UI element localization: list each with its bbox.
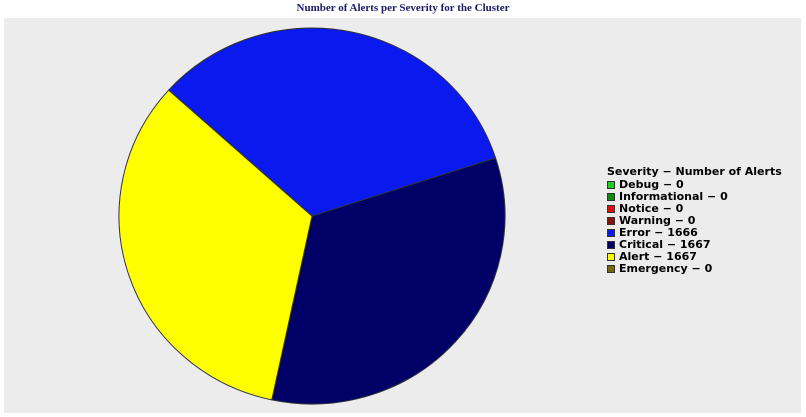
legend-item-error: Error − 1666	[607, 227, 782, 239]
legend-item-notice: Notice − 0	[607, 203, 782, 215]
legend-swatch	[607, 217, 615, 225]
pie-slice-error	[167, 27, 497, 217]
legend-swatch	[607, 205, 615, 213]
chart-title: Number of Alerts per Severity for the Cl…	[296, 2, 510, 14]
legend-label: Alert − 1667	[619, 250, 697, 263]
legend-item-warning: Warning − 0	[607, 215, 782, 227]
legend: Severity − Number of Alerts Debug − 0 Inf…	[607, 166, 782, 275]
legend-swatch	[607, 241, 615, 249]
legend-item-informational: Informational − 0	[607, 191, 782, 203]
legend-label: Warning − 0	[619, 214, 696, 227]
legend-swatch	[607, 229, 615, 237]
legend-label: Error − 1666	[619, 226, 698, 239]
legend-item-critical: Critical − 1667	[607, 239, 782, 251]
legend-swatch	[607, 253, 615, 261]
pie-slice-critical	[271, 157, 506, 405]
figure-id-mark	[796, 362, 802, 398]
legend-swatch	[607, 193, 615, 201]
legend-label: Informational − 0	[619, 190, 728, 203]
legend-swatch	[607, 265, 615, 273]
legend-item-emergency: Emergency − 0	[607, 263, 782, 275]
legend-label: Debug − 0	[619, 178, 684, 191]
legend-label: Critical − 1667	[619, 238, 711, 251]
legend-item-debug: Debug − 0	[607, 179, 782, 191]
legend-item-alert: Alert − 1667	[607, 251, 782, 263]
legend-swatch	[607, 181, 615, 189]
pie-slice-alert	[118, 89, 313, 401]
legend-title: Severity − Number of Alerts	[607, 165, 782, 178]
legend-label: Notice − 0	[619, 202, 684, 215]
legend-label: Emergency − 0	[619, 262, 713, 275]
